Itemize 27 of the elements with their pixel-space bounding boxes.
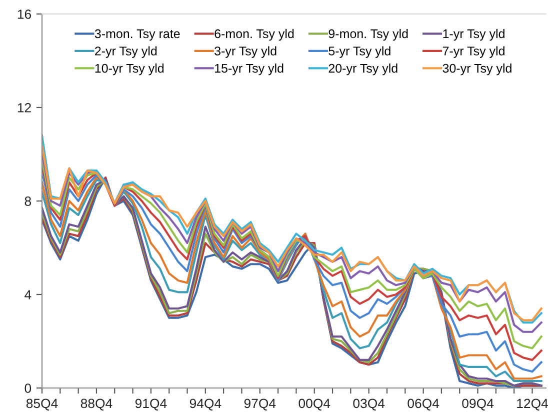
y-tick-label: 12 — [18, 103, 31, 112]
legend-label: 7-yr Tsy yld — [442, 46, 504, 58]
legend-label: 30-yr Tsy yld — [442, 64, 512, 76]
legend-label: 1-yr Tsy yld — [443, 28, 504, 41]
x-tick-label: 09Q4 — [462, 398, 494, 410]
x-tick-label: 03Q4 — [353, 398, 385, 410]
legend-label: 2-yr Tsy yld — [95, 46, 157, 58]
legend-label: 5-yr Tsy yld — [328, 46, 390, 58]
x-tick-label: 94Q4 — [190, 398, 222, 410]
y-tick-label: 8 — [24, 196, 32, 206]
y-tick-label: 16 — [18, 10, 32, 19]
legend-label: 10-yr Tsy yld — [95, 64, 164, 76]
x-tick-label: 00Q4 — [298, 398, 330, 410]
legend-label: 15-yr Tsy yld — [215, 64, 284, 76]
legend-label: 20-yr Tsy yld — [328, 64, 398, 76]
x-tick-label: 85Q4 — [26, 398, 58, 410]
x-tick-label: 97Q4 — [244, 398, 276, 410]
x-tick-label: 88Q4 — [80, 398, 112, 410]
x-tick-label: 12Q4 — [517, 398, 548, 410]
y-tick-label: 0 — [24, 384, 32, 393]
y-tick-label: 4 — [24, 290, 32, 300]
legend-label: 3-yr Tsy yld — [214, 46, 276, 58]
legend-label: 9-mon. Tsy yld — [328, 28, 408, 41]
x-tick-label: 91Q4 — [135, 398, 167, 410]
x-tick-label: 06Q4 — [408, 398, 440, 410]
legend-label: 6-mon. Tsy yld — [214, 28, 294, 41]
legend-label: 3-mon. Tsy rate — [94, 29, 180, 41]
